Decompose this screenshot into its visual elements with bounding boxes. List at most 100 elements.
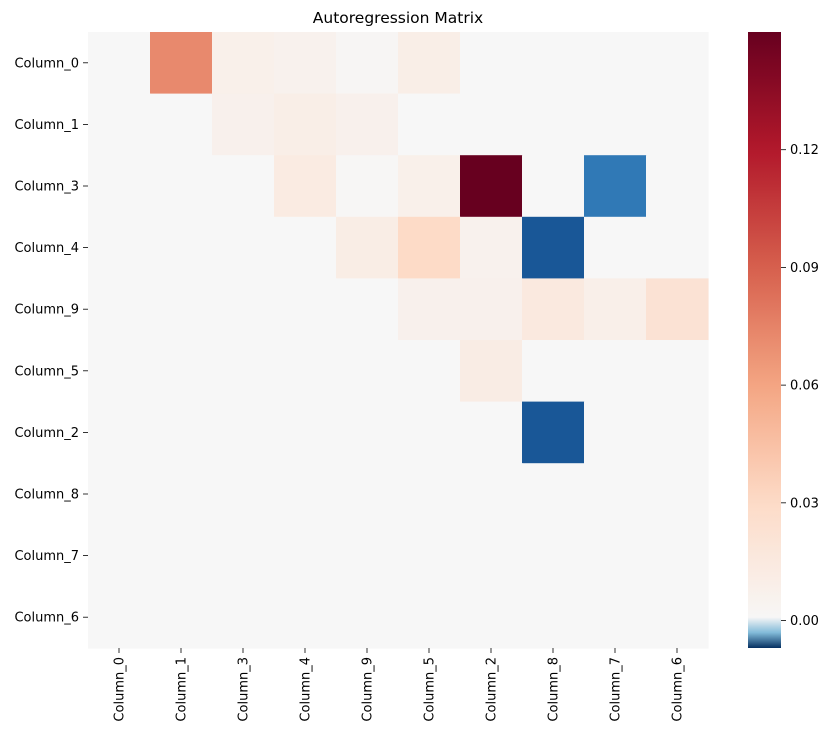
colorbar-tick-label: 0.12: [790, 143, 819, 158]
heatmap-cell: [150, 401, 213, 464]
y-tick-label: Column_3: [14, 180, 79, 195]
heatmap-cell: [398, 93, 461, 156]
colorbar-tick-label: 0.06: [790, 379, 819, 394]
colorbar-tick-label: 0.00: [790, 614, 819, 629]
heatmap-cell: [88, 524, 151, 587]
heatmap-cell: [460, 524, 523, 587]
x-tick-label: Column_5: [423, 657, 438, 722]
y-tick-label: Column_0: [14, 56, 79, 71]
x-tick-label: Column_4: [299, 657, 314, 722]
heatmap-cell: [274, 155, 337, 218]
heatmap-cell: [460, 463, 523, 526]
heatmap-cell: [336, 586, 399, 649]
heatmap-cell: [460, 340, 523, 403]
heatmap-cell: [336, 155, 399, 218]
heatmap-cell: [336, 278, 399, 341]
y-tick-label: Column_9: [14, 303, 79, 318]
x-tick-label: Column_9: [361, 657, 376, 722]
heatmap-cell: [522, 278, 585, 341]
heatmap-cell: [88, 278, 151, 341]
heatmap-cell: [88, 93, 151, 156]
heatmap-cell: [150, 32, 213, 95]
heatmap-cell: [336, 216, 399, 279]
heatmap-cell: [522, 155, 585, 218]
heatmap-cell: [274, 340, 337, 403]
heatmap-cells: [88, 32, 709, 649]
x-axis: Column_0 Column_1 Column_3 Column_4 Column_9…: [113, 648, 686, 722]
chart-title: Autoregression Matrix: [313, 9, 483, 27]
y-tick-label: Column_2: [14, 426, 79, 441]
heatmap-cell: [212, 278, 275, 341]
heatmap-cell: [646, 401, 709, 464]
heatmap-cell: [522, 401, 585, 464]
heatmap-cell: [336, 401, 399, 464]
heatmap-cell: [398, 524, 461, 587]
heatmap-cell: [150, 93, 213, 156]
x-tick-label: Column_8: [547, 657, 562, 722]
heatmap-cell: [150, 340, 213, 403]
heatmap-cell: [88, 216, 151, 279]
y-axis: Column_0 Column_1 Column_3 Column_4 Column_9…: [14, 56, 88, 626]
heatmap-cell: [212, 155, 275, 218]
heatmap-cell: [274, 278, 337, 341]
heatmap-cell: [336, 340, 399, 403]
heatmap-cell: [584, 586, 647, 649]
heatmap-cell: [274, 463, 337, 526]
heatmap-cell: [584, 278, 647, 341]
heatmap-cell: [274, 93, 337, 156]
heatmap-cell: [398, 401, 461, 464]
heatmap-cell: [584, 463, 647, 526]
heatmap-cell: [646, 155, 709, 218]
heatmap-cell: [584, 216, 647, 279]
y-tick-label: Column_1: [14, 118, 79, 133]
heatmap-cell: [150, 463, 213, 526]
heatmap-cell: [460, 278, 523, 341]
colorbar: 0.12 0.09 0.06 0.03 0.00: [748, 32, 819, 648]
heatmap-cell: [522, 340, 585, 403]
colorbar-tick-label: 0.09: [790, 261, 819, 276]
heatmap-cell: [460, 401, 523, 464]
heatmap-cell: [88, 586, 151, 649]
x-tick-label: Column_1: [175, 657, 190, 722]
heatmap-cell: [460, 93, 523, 156]
colorbar-tick-label: 0.03: [790, 496, 819, 511]
x-tick-label: Column_7: [609, 657, 624, 722]
heatmap-cell: [646, 463, 709, 526]
heatmap-cell: [646, 340, 709, 403]
heatmap-cell: [398, 32, 461, 95]
x-tick-label: Column_6: [671, 657, 686, 722]
heatmap-cell: [460, 155, 523, 218]
heatmap-cell: [398, 340, 461, 403]
heatmap-cell: [274, 32, 337, 95]
y-tick-label: Column_5: [14, 364, 79, 379]
heatmap-cell: [646, 93, 709, 156]
y-tick-label: Column_7: [14, 549, 79, 564]
heatmap-cell: [522, 93, 585, 156]
x-tick-label: Column_3: [237, 657, 252, 722]
heatmap-cell: [398, 586, 461, 649]
heatmap-cell: [150, 586, 213, 649]
heatmap-cell: [88, 155, 151, 218]
heatmap-cell: [646, 32, 709, 95]
heatmap-cell: [336, 463, 399, 526]
heatmap-cell: [274, 401, 337, 464]
heatmap-cell: [212, 586, 275, 649]
heatmap-cell: [150, 278, 213, 341]
heatmap-cell: [336, 32, 399, 95]
heatmap-cell: [398, 463, 461, 526]
heatmap-cell: [88, 463, 151, 526]
heatmap-cell: [584, 155, 647, 218]
heatmap-cell: [646, 524, 709, 587]
heatmap-cell: [88, 340, 151, 403]
heatmap-cell: [460, 32, 523, 95]
heatmap-cell: [212, 524, 275, 587]
x-tick-label: Column_0: [113, 657, 128, 722]
heatmap-cell: [88, 32, 151, 95]
heatmap-cell: [150, 524, 213, 587]
heatmap-cell: [398, 216, 461, 279]
heatmap-cell: [398, 155, 461, 218]
y-tick-label: Column_4: [14, 241, 79, 256]
heatmap-cell: [274, 216, 337, 279]
heatmap-cell: [522, 586, 585, 649]
